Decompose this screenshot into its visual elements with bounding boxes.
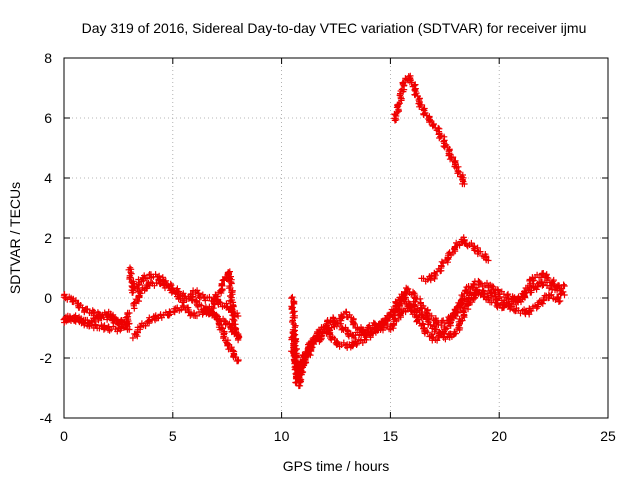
data-series-arc-3: [61, 308, 133, 333]
data-series-arc-11: [391, 72, 468, 188]
plus-markers: [203, 268, 243, 344]
data-series-arc-7: [203, 268, 243, 344]
y-tick-label: -2: [40, 350, 53, 366]
data-series-arc-12: [418, 234, 492, 285]
plus-markers: [288, 270, 568, 390]
plus-markers: [288, 284, 564, 378]
axis-ticks: [63, 57, 609, 419]
data-series-arc-10: [288, 284, 564, 378]
x-tick-label: 20: [491, 428, 507, 444]
y-tick-label: 2: [44, 230, 52, 246]
grid-lines: [64, 58, 608, 418]
x-tick-label: 0: [60, 428, 68, 444]
x-tick-label: 10: [274, 428, 290, 444]
plus-markers: [391, 72, 468, 188]
x-tick-label: 15: [383, 428, 399, 444]
y-tick-label: 0: [44, 290, 52, 306]
y-tick-label: 6: [44, 110, 52, 126]
x-tick-label: 25: [600, 428, 616, 444]
plus-markers: [418, 234, 492, 285]
x-tick-labels: 0 5 10 15 20 25: [60, 428, 616, 444]
data-series-arc-6: [129, 302, 242, 365]
y-tick-labels: -4 -2 0 2 4 6 8: [40, 50, 53, 426]
x-tick-label: 5: [169, 428, 177, 444]
plus-markers: [129, 302, 242, 365]
y-tick-label: 8: [44, 50, 52, 66]
y-tick-label: -4: [40, 410, 53, 426]
chart-title: Day 319 of 2016, Sidereal Day-to-day VTE…: [82, 20, 587, 36]
x-axis-label: GPS time / hours: [283, 458, 390, 474]
plus-markers: [61, 308, 133, 333]
y-axis-label: SDTVAR / TECUs: [7, 182, 23, 294]
y-tick-label: 4: [44, 170, 52, 186]
data-series-arc-9: [288, 270, 568, 390]
data-marks: [60, 72, 568, 390]
